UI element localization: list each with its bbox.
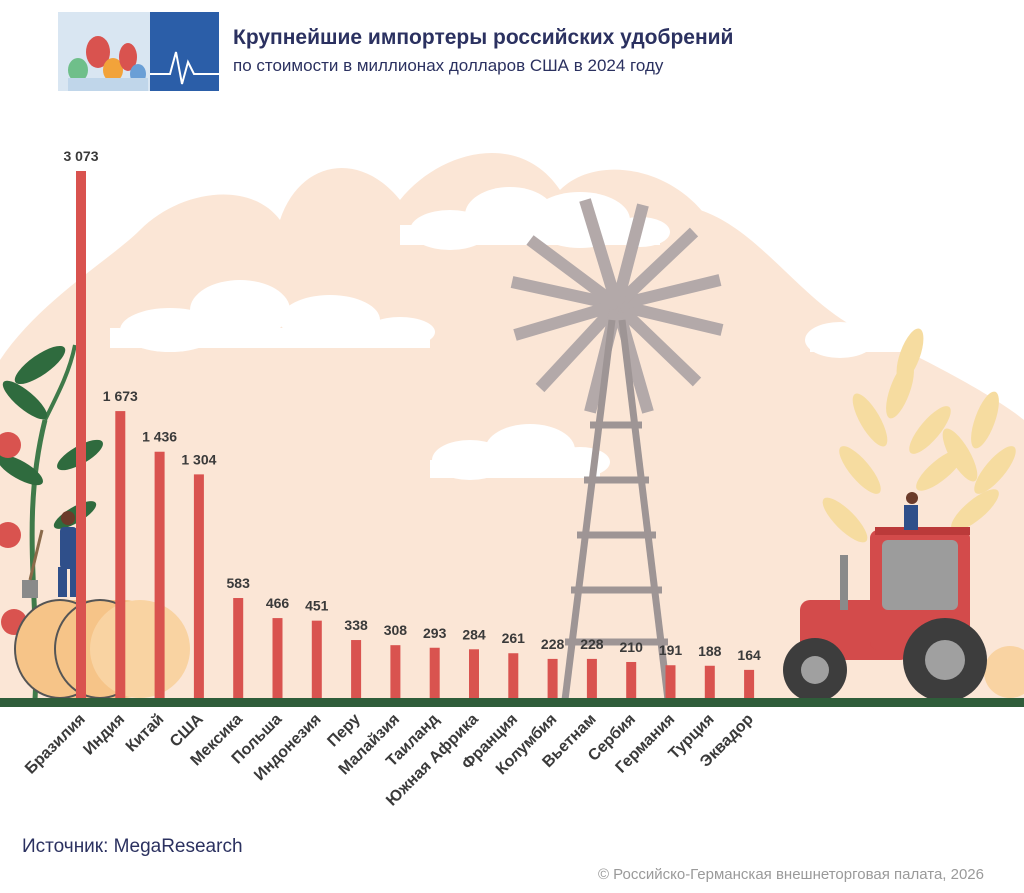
bar-10 xyxy=(469,649,479,698)
bar-17 xyxy=(744,669,755,698)
category-label: Китай xyxy=(123,711,168,756)
bar-9 xyxy=(429,647,440,698)
bar-2 xyxy=(154,451,165,698)
category-label: Бразилия xyxy=(22,711,89,778)
copyright-note: © Российско-Германская внешнеторговая па… xyxy=(597,866,984,883)
tractor-icon xyxy=(783,492,987,702)
value-label: 466 xyxy=(266,595,290,611)
value-label: 164 xyxy=(737,647,761,663)
value-label: 338 xyxy=(344,617,368,633)
value-label: 451 xyxy=(305,598,329,614)
bar-11 xyxy=(508,653,519,698)
value-label: 1 673 xyxy=(103,388,138,404)
cloud-icon xyxy=(430,424,610,480)
bar-16 xyxy=(704,665,715,698)
value-label: 191 xyxy=(659,642,683,658)
value-label: 3 073 xyxy=(63,148,98,164)
value-label: 188 xyxy=(698,643,722,659)
bar-5 xyxy=(272,618,283,698)
wheat-icon xyxy=(822,328,1016,543)
value-label: 308 xyxy=(384,622,408,638)
value-label: 261 xyxy=(502,630,526,646)
logo-icon xyxy=(58,12,219,91)
bar-0 xyxy=(76,171,86,698)
bar-1 xyxy=(115,411,126,698)
value-label: 284 xyxy=(462,626,486,642)
bar-15 xyxy=(665,665,676,698)
value-label: 1 304 xyxy=(181,451,216,467)
bar-7 xyxy=(351,640,362,698)
source-note: Источник: MegaResearch xyxy=(22,836,243,857)
value-label: 210 xyxy=(620,639,644,655)
cloud-icon xyxy=(400,187,670,250)
value-label: 583 xyxy=(227,575,251,591)
cloud-icon xyxy=(110,280,435,352)
value-label: 293 xyxy=(423,625,447,641)
bar-14 xyxy=(626,661,637,698)
chart-title: Крупнейшие импортеры российских удобрени… xyxy=(233,26,734,49)
bar-8 xyxy=(390,645,401,698)
value-label: 228 xyxy=(541,636,565,652)
cloud-icon xyxy=(805,308,975,358)
value-label: 1 436 xyxy=(142,429,177,445)
bar-4 xyxy=(233,598,244,698)
farmer-icon xyxy=(22,511,79,598)
hay-bale-icon xyxy=(984,646,1024,698)
value-label: 228 xyxy=(580,636,604,652)
chart-subtitle: по стоимости в миллионах долларов США в … xyxy=(233,56,664,75)
ground-line xyxy=(0,698,1024,707)
bar-13 xyxy=(586,658,597,698)
windmill-icon xyxy=(510,198,724,701)
category-label: Индия xyxy=(80,711,128,759)
bar-12 xyxy=(547,658,558,698)
bar-6 xyxy=(311,620,322,698)
bar-3 xyxy=(193,474,204,698)
